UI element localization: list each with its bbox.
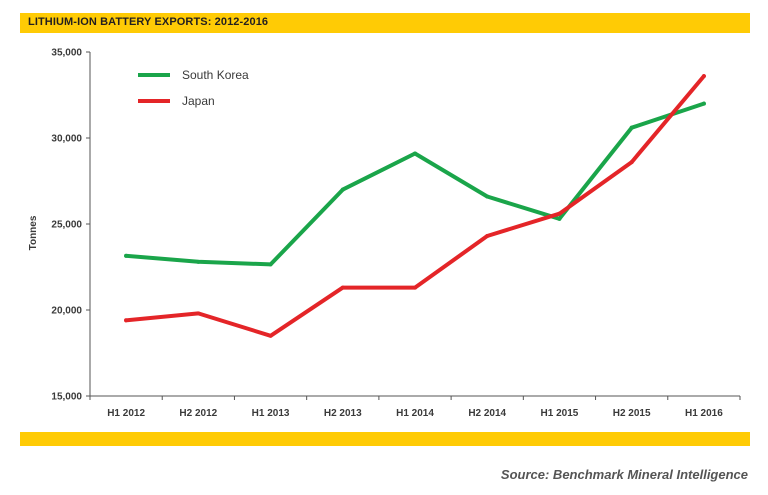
data-point-south-korea <box>629 125 634 130</box>
x-axis-ticks: H1 2012 H2 2012 H1 2013 H2 2013 H1 2014 H2 20… <box>89 396 741 419</box>
data-point-south-korea <box>701 101 706 106</box>
series-line-japan <box>124 74 706 338</box>
series-line-south-korea <box>124 101 706 267</box>
x-tick-label: H2 2013 <box>324 408 362 419</box>
data-point-south-korea <box>485 194 490 199</box>
x-tick-label: H1 2012 <box>107 408 145 419</box>
y-axis-ticks: 15,000 20,000 25,000 30,000 35,000 <box>51 48 90 403</box>
data-point-japan <box>196 311 201 316</box>
data-point-south-korea <box>340 187 345 192</box>
x-tick-label: H1 2016 <box>685 408 723 419</box>
y-tick-label: 30,000 <box>51 134 82 145</box>
data-point-japan <box>701 74 706 79</box>
data-point-south-korea <box>196 259 201 264</box>
data-point-south-korea <box>268 262 273 267</box>
data-point-japan <box>557 211 562 216</box>
x-tick-label: H2 2015 <box>613 408 651 419</box>
y-tick-label: 25,000 <box>51 220 82 231</box>
bottom-bar <box>20 432 750 446</box>
x-tick-label: H1 2015 <box>541 408 579 419</box>
x-tick-label: H2 2014 <box>468 408 506 419</box>
data-point-japan <box>340 285 345 290</box>
data-point-japan <box>268 333 273 338</box>
legend: South Korea Japan <box>138 68 249 108</box>
data-point-south-korea <box>124 253 129 258</box>
legend-label: South Korea <box>182 68 249 82</box>
y-tick-label: 20,000 <box>51 306 82 317</box>
data-point-japan <box>413 285 417 290</box>
chart-title: LITHIUM-ION BATTERY EXPORTS: 2012-2016 <box>28 16 269 28</box>
x-tick-label: H2 2012 <box>179 408 217 419</box>
legend-label: Japan <box>182 94 215 108</box>
data-point-south-korea <box>557 216 562 221</box>
series-lines <box>124 74 706 338</box>
x-tick-label: H1 2014 <box>396 408 434 419</box>
x-tick-label: H1 2013 <box>252 408 290 419</box>
y-axis-title: Tonnes <box>28 215 39 250</box>
data-point-japan <box>629 160 634 165</box>
data-point-japan <box>124 318 129 323</box>
data-point-south-korea <box>413 151 417 156</box>
source-note: Source: Benchmark Mineral Intelligence <box>500 467 748 482</box>
y-tick-label: 15,000 <box>51 392 82 403</box>
y-tick-label: 35,000 <box>51 48 82 59</box>
data-point-japan <box>485 234 490 239</box>
title-bar: LITHIUM-ION BATTERY EXPORTS: 2012-2016 <box>20 13 750 33</box>
